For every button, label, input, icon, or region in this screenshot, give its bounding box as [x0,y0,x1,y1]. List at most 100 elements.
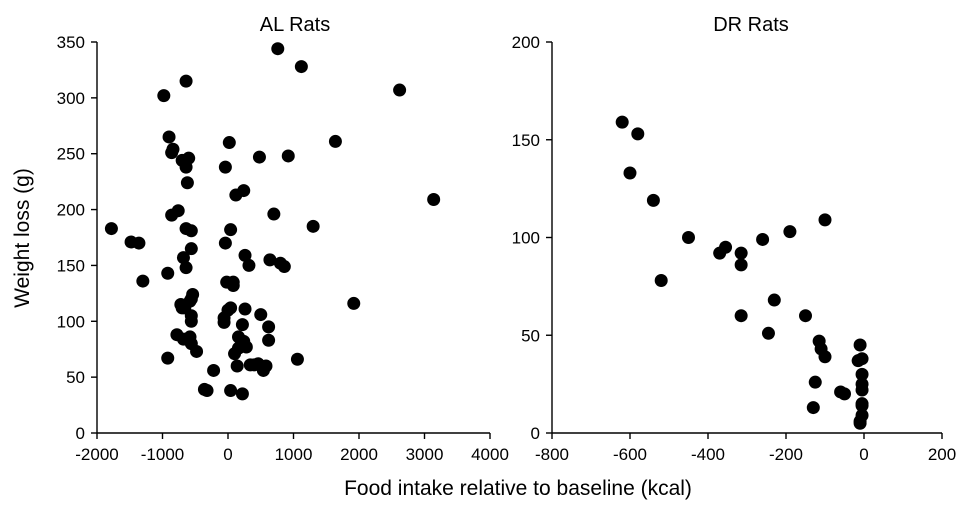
data-point [654,274,668,288]
data-point [136,274,150,288]
data-point [306,219,320,233]
data-point [184,224,198,238]
data-point [254,308,268,322]
x-tick-label: 200 [928,445,956,464]
data-point [262,333,276,347]
data-point [855,367,869,381]
data-point [161,266,175,280]
y-tick-label: 100 [512,229,540,248]
data-point [281,149,295,163]
y-tick-label: 50 [521,326,540,345]
data-point [855,399,869,413]
data-point [818,350,832,364]
y-tick-label: 200 [512,33,540,52]
data-point [259,359,273,373]
data-point [231,341,245,355]
data-point [104,222,118,236]
data-point [623,166,637,180]
data-point [235,387,249,401]
y-tick-label: 100 [57,312,85,331]
data-point [207,363,221,377]
data-point [277,260,291,274]
data-point [262,320,276,334]
y-tick-label: 50 [66,368,85,387]
data-point [347,296,361,310]
data-point [290,352,304,366]
ticks-al-rats: 0 50 100 150 200 250 300 350 -2000 -1000 0 1000 2000… [57,33,509,464]
data-point [157,89,171,103]
x-tick-label: -400 [691,445,725,464]
y-tick-label: 0 [76,424,85,443]
axes-al-rats [96,42,490,434]
data-point [799,309,812,323]
data-point [271,42,285,56]
points-dr-rats [615,115,869,430]
data-point [179,261,193,275]
data-point [182,151,196,165]
x-tick-label: 1000 [275,445,313,464]
data-point [242,258,256,272]
x-tick-label: 3000 [406,445,444,464]
ticks-dr-rats: 0 50 100 150 200 -800 -600 -400 -200 0 200 [512,33,957,464]
x-tick-label: 4000 [471,445,509,464]
data-point [165,146,179,160]
data-point [161,351,175,365]
data-point [734,246,748,260]
data-point [238,248,252,262]
data-point [855,352,869,366]
y-tick-label: 150 [57,256,85,275]
data-point [267,207,281,221]
x-tick-label: -1000 [141,445,184,464]
data-point [853,338,867,352]
y-axis-label: Weight loss (g) [11,168,34,308]
data-point [224,384,238,398]
data-point [221,303,235,317]
data-point [806,401,820,415]
data-point [176,251,190,265]
x-tick-label: 0 [859,445,868,464]
data-point [756,232,770,246]
data-point [855,383,869,397]
panel-dr-rats: DR Rats 0 50 100 150 200 -800 -600 -400 -200 0 200 [512,14,957,464]
panel-title-dr-rats: DR Rats [713,14,789,36]
data-point [294,60,308,74]
data-point [200,384,214,398]
data-point [238,302,252,316]
data-point [393,83,407,97]
y-tick-label: 0 [531,424,540,443]
data-point [218,236,232,250]
data-point [179,74,193,88]
data-point [230,359,244,373]
data-point [222,136,236,150]
data-point [237,184,251,198]
panel-title-al-rats: AL Rats [260,14,330,36]
data-point [190,344,204,358]
data-point [427,193,441,207]
data-point [646,193,660,207]
data-point [719,240,733,254]
data-point [224,223,238,237]
data-point [761,326,775,340]
data-point [218,160,232,174]
x-tick-label: -200 [769,445,803,464]
data-point [226,275,240,289]
x-tick-label: -800 [535,445,569,464]
x-tick-label: 0 [223,445,232,464]
data-point [184,314,198,328]
data-point [615,115,629,129]
data-point [682,231,695,244]
data-point [132,236,146,250]
x-tick-label: -2000 [75,445,118,464]
data-point [183,294,197,308]
data-point [328,134,342,148]
y-tick-label: 150 [512,131,540,150]
data-point [808,375,822,389]
data-point [184,242,198,256]
axes-dr-rats [551,42,942,434]
y-tick-label: 250 [57,145,85,164]
data-point [235,318,249,332]
data-point [631,127,645,141]
